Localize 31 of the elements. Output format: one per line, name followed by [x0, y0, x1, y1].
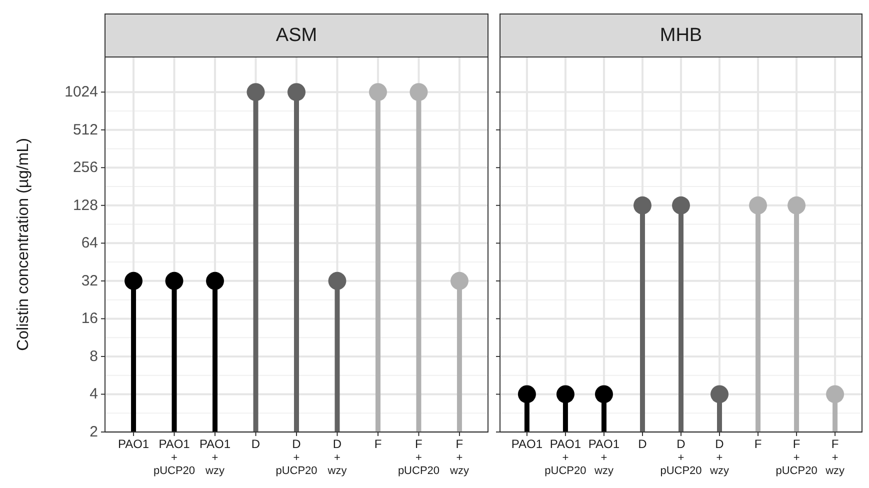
y-tick-label: 512 — [72, 121, 98, 138]
y-tick-label: 2 — [90, 424, 98, 440]
y-tick-label: 128 — [72, 196, 98, 214]
y-tick-label: 4 — [90, 386, 98, 403]
x-tick-label: PAO1 — [511, 437, 543, 451]
y-tick-label: 64 — [81, 234, 98, 252]
x-tick-label: PAO1 + pUCP20 — [544, 437, 586, 477]
y-tick-label: 16 — [81, 310, 98, 328]
x-tick-label: D — [251, 437, 260, 451]
y-axis-title: Colistin concentration (µg/mL) — [15, 138, 32, 351]
x-tick-label: D + wzy — [326, 437, 348, 477]
x-tick-label: F — [374, 437, 382, 451]
y-tick-label: 32 — [81, 272, 98, 290]
chart-title: ASM — [276, 25, 318, 46]
x-tick-label: F + pUCP20 — [776, 437, 818, 477]
x-tick-label: F + wzy — [449, 437, 470, 477]
x-tick-label: F + pUCP20 — [398, 437, 440, 477]
x-tick-label: D + pUCP20 — [276, 437, 318, 477]
x-tick-label: PAO1 + wzy — [588, 437, 620, 477]
x-tick-label: PAO1 — [118, 437, 150, 451]
x-tick-label: D + wzy — [709, 437, 730, 477]
x-tick-label: D — [638, 437, 648, 451]
y-tick-label: 8 — [90, 348, 98, 365]
x-tick-label: PAO1 + wzy — [199, 437, 231, 477]
x-tick-label: F — [754, 437, 762, 451]
y-tick-label: 256 — [72, 159, 98, 176]
x-tick-label: F + wzy — [824, 437, 846, 477]
x-tick-label: D + pUCP20 — [660, 437, 702, 477]
chart-title: MHB — [660, 25, 702, 46]
x-tick-label: PAO1 + pUCP20 — [153, 437, 196, 477]
y-tick-label: 1024 — [64, 84, 98, 101]
